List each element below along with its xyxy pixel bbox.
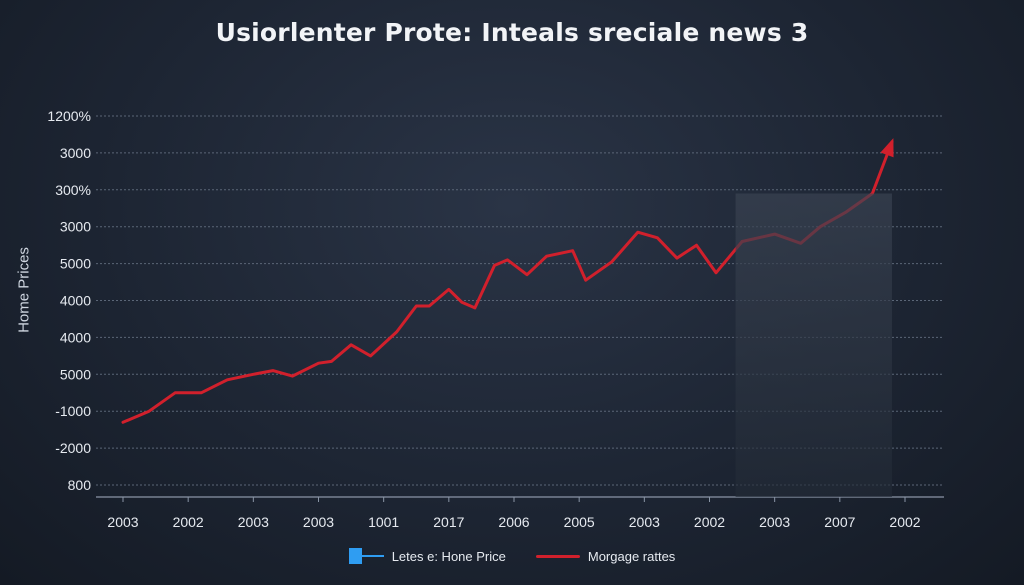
x-tick-labels: 2003 2002 2003 2003 1001 2017 2006 2005 2003 2002… xyxy=(107,497,921,530)
x-tick-label: 2005 xyxy=(564,514,595,530)
x-tick-label: 2003 xyxy=(238,514,269,530)
legend-item-mortgage-rates[interactable]: Morgage rattes xyxy=(535,548,676,564)
legend-label-home-price: Letes e: Hone Price xyxy=(391,548,506,564)
y-tick-label: 5000 xyxy=(60,366,91,382)
y-tick-label: 3000 xyxy=(60,219,91,235)
y-tick-label: -2000 xyxy=(55,440,91,456)
legend-swatch-red xyxy=(535,554,580,558)
legend-swatch-blue xyxy=(348,548,384,564)
y-tick-label: 5000 xyxy=(60,256,91,272)
legend: Letes e: Hone Price Morgage rattes xyxy=(0,548,1024,564)
y-tick-label: 4000 xyxy=(60,293,91,309)
x-tick-label: 2002 xyxy=(889,514,920,530)
x-tick-label: 2003 xyxy=(107,514,138,530)
x-tick-label: 2003 xyxy=(629,514,660,530)
y-tick-label: -1000 xyxy=(55,403,91,419)
x-tick-label: 2007 xyxy=(824,514,855,530)
y-tick-labels: 1200% 3000 300% 3000 5000 4000 4000 5000 -1000 -2… xyxy=(47,108,91,493)
highlight-region xyxy=(735,193,892,498)
chart-title: Usiorlenter Prote: Inteals sreciale news… xyxy=(215,18,809,47)
series-group xyxy=(121,138,894,498)
legend-label-mortgage-rates: Morgage rattes xyxy=(587,548,676,564)
x-tick-label: 2003 xyxy=(303,514,334,530)
x-tick-label: 2003 xyxy=(759,514,790,530)
y-tick-label: 300% xyxy=(55,182,91,198)
y-tick-label: 4000 xyxy=(60,329,91,345)
y-tick-label: 3000 xyxy=(60,145,91,161)
arrow-head-icon xyxy=(880,138,894,158)
legend-item-home-price[interactable]: Letes e: Hone Price xyxy=(348,548,506,564)
y-tick-label: 1200% xyxy=(47,108,91,124)
x-tick-label: 2017 xyxy=(433,514,464,530)
x-tick-label: 2006 xyxy=(498,514,529,530)
x-tick-label: 1001 xyxy=(368,514,399,530)
x-tick-label: 2002 xyxy=(694,514,725,530)
y-tick-label: 800 xyxy=(68,477,92,493)
x-tick-label: 2002 xyxy=(173,514,204,530)
